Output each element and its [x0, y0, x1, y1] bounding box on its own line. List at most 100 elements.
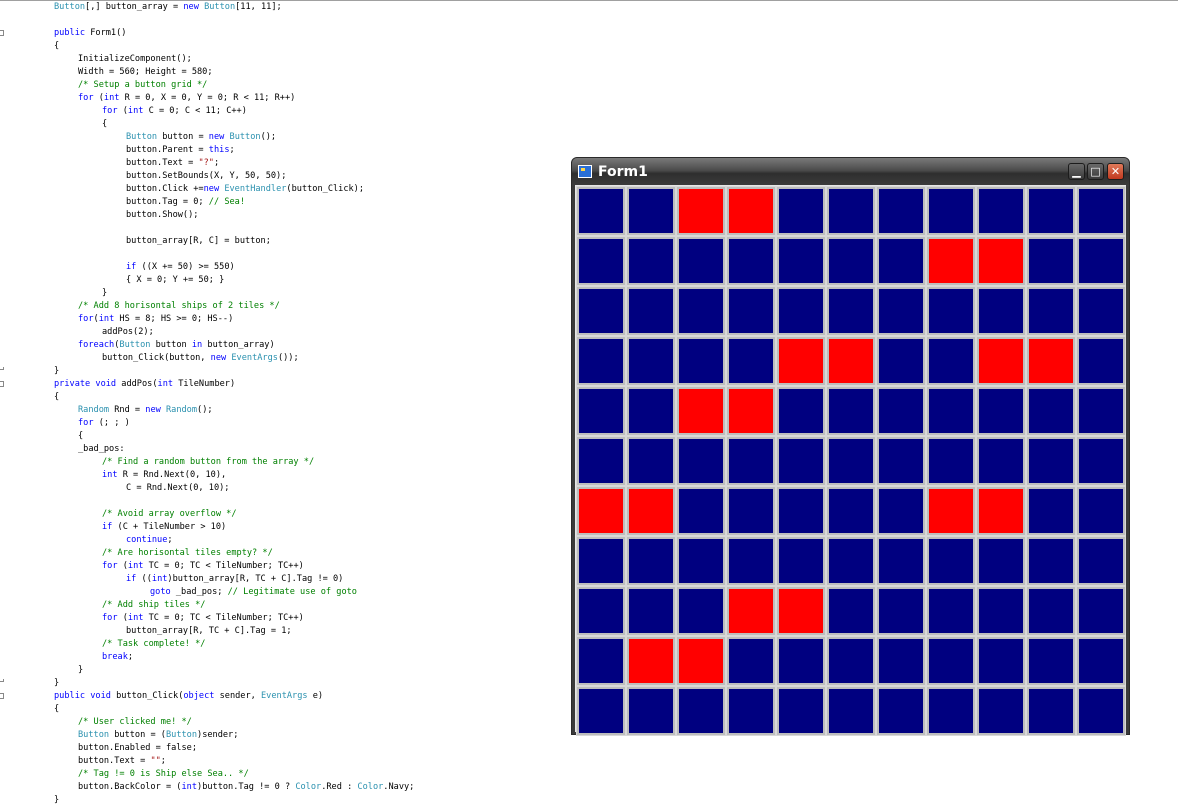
ship-tile[interactable]: [625, 485, 676, 536]
ship-tile[interactable]: [975, 235, 1026, 286]
sea-tile[interactable]: [775, 635, 826, 686]
sea-tile[interactable]: [725, 635, 776, 686]
sea-tile[interactable]: [625, 535, 676, 586]
collapse-marker[interactable]: [0, 693, 4, 699]
sea-tile[interactable]: [875, 285, 926, 336]
sea-tile[interactable]: [775, 685, 826, 736]
sea-tile[interactable]: [925, 685, 976, 736]
sea-tile[interactable]: [775, 535, 826, 586]
sea-tile[interactable]: [775, 186, 826, 236]
sea-tile[interactable]: [675, 435, 726, 486]
sea-tile[interactable]: [925, 635, 976, 686]
minimize-button[interactable]: ▁: [1068, 163, 1085, 180]
sea-tile[interactable]: [825, 685, 876, 736]
sea-tile[interactable]: [675, 335, 726, 386]
sea-tile[interactable]: [925, 535, 976, 586]
sea-tile[interactable]: [1075, 535, 1126, 586]
sea-tile[interactable]: [1075, 335, 1126, 386]
sea-tile[interactable]: [1025, 235, 1076, 286]
ship-tile[interactable]: [725, 385, 776, 436]
sea-tile[interactable]: [1075, 635, 1126, 686]
sea-tile[interactable]: [775, 235, 826, 286]
sea-tile[interactable]: [775, 385, 826, 436]
sea-tile[interactable]: [725, 485, 776, 536]
sea-tile[interactable]: [875, 235, 926, 286]
sea-tile[interactable]: [675, 285, 726, 336]
collapse-marker[interactable]: [0, 381, 4, 387]
sea-tile[interactable]: [825, 285, 876, 336]
sea-tile[interactable]: [975, 186, 1026, 236]
sea-tile[interactable]: [875, 535, 926, 586]
ship-tile[interactable]: [925, 235, 976, 286]
maximize-button[interactable]: □: [1087, 163, 1104, 180]
ship-tile[interactable]: [675, 385, 726, 436]
code-editor[interactable]: Button[,] button_array = new Button[11, …: [0, 0, 560, 805]
sea-tile[interactable]: [625, 585, 676, 636]
ship-tile[interactable]: [625, 635, 676, 686]
sea-tile[interactable]: [576, 685, 626, 736]
sea-tile[interactable]: [576, 635, 626, 686]
sea-tile[interactable]: [925, 335, 976, 386]
sea-tile[interactable]: [625, 335, 676, 386]
sea-tile[interactable]: [925, 285, 976, 336]
sea-tile[interactable]: [825, 235, 876, 286]
sea-tile[interactable]: [875, 635, 926, 686]
sea-tile[interactable]: [975, 635, 1026, 686]
sea-tile[interactable]: [1025, 385, 1076, 436]
sea-tile[interactable]: [576, 285, 626, 336]
ship-tile[interactable]: [725, 186, 776, 236]
sea-tile[interactable]: [825, 535, 876, 586]
close-button[interactable]: ✕: [1107, 163, 1124, 180]
sea-tile[interactable]: [675, 685, 726, 736]
sea-tile[interactable]: [875, 186, 926, 236]
title-bar[interactable]: Form1 ▁ □ ✕: [572, 158, 1129, 186]
sea-tile[interactable]: [1025, 685, 1076, 736]
sea-tile[interactable]: [825, 186, 876, 236]
sea-tile[interactable]: [1075, 186, 1126, 236]
ship-tile[interactable]: [576, 485, 626, 536]
sea-tile[interactable]: [975, 685, 1026, 736]
sea-tile[interactable]: [675, 535, 726, 586]
sea-tile[interactable]: [1025, 435, 1076, 486]
ship-tile[interactable]: [925, 485, 976, 536]
sea-tile[interactable]: [975, 385, 1026, 436]
sea-tile[interactable]: [1075, 585, 1126, 636]
ship-tile[interactable]: [675, 186, 726, 236]
sea-tile[interactable]: [875, 685, 926, 736]
sea-tile[interactable]: [925, 186, 976, 236]
sea-tile[interactable]: [775, 435, 826, 486]
sea-tile[interactable]: [925, 435, 976, 486]
sea-tile[interactable]: [1025, 535, 1076, 586]
ship-tile[interactable]: [775, 335, 826, 386]
sea-tile[interactable]: [875, 435, 926, 486]
ship-tile[interactable]: [975, 335, 1026, 386]
sea-tile[interactable]: [576, 186, 626, 236]
collapse-marker[interactable]: [0, 30, 4, 36]
sea-tile[interactable]: [825, 585, 876, 636]
form1-window[interactable]: Form1 ▁ □ ✕: [571, 157, 1130, 736]
sea-tile[interactable]: [1075, 435, 1126, 486]
sea-tile[interactable]: [875, 485, 926, 536]
sea-tile[interactable]: [925, 385, 976, 436]
sea-tile[interactable]: [825, 385, 876, 436]
sea-tile[interactable]: [1075, 485, 1126, 536]
sea-tile[interactable]: [725, 235, 776, 286]
sea-tile[interactable]: [825, 635, 876, 686]
ship-tile[interactable]: [1025, 335, 1076, 386]
ship-tile[interactable]: [775, 585, 826, 636]
sea-tile[interactable]: [576, 335, 626, 386]
sea-tile[interactable]: [625, 435, 676, 486]
sea-tile[interactable]: [625, 285, 676, 336]
sea-tile[interactable]: [775, 285, 826, 336]
sea-tile[interactable]: [675, 585, 726, 636]
sea-tile[interactable]: [625, 685, 676, 736]
sea-tile[interactable]: [875, 385, 926, 436]
sea-tile[interactable]: [875, 335, 926, 386]
sea-tile[interactable]: [675, 485, 726, 536]
sea-tile[interactable]: [1025, 585, 1076, 636]
sea-tile[interactable]: [576, 585, 626, 636]
sea-tile[interactable]: [1025, 285, 1076, 336]
sea-tile[interactable]: [925, 585, 976, 636]
app-icon[interactable]: [578, 165, 592, 178]
sea-tile[interactable]: [1075, 285, 1126, 336]
